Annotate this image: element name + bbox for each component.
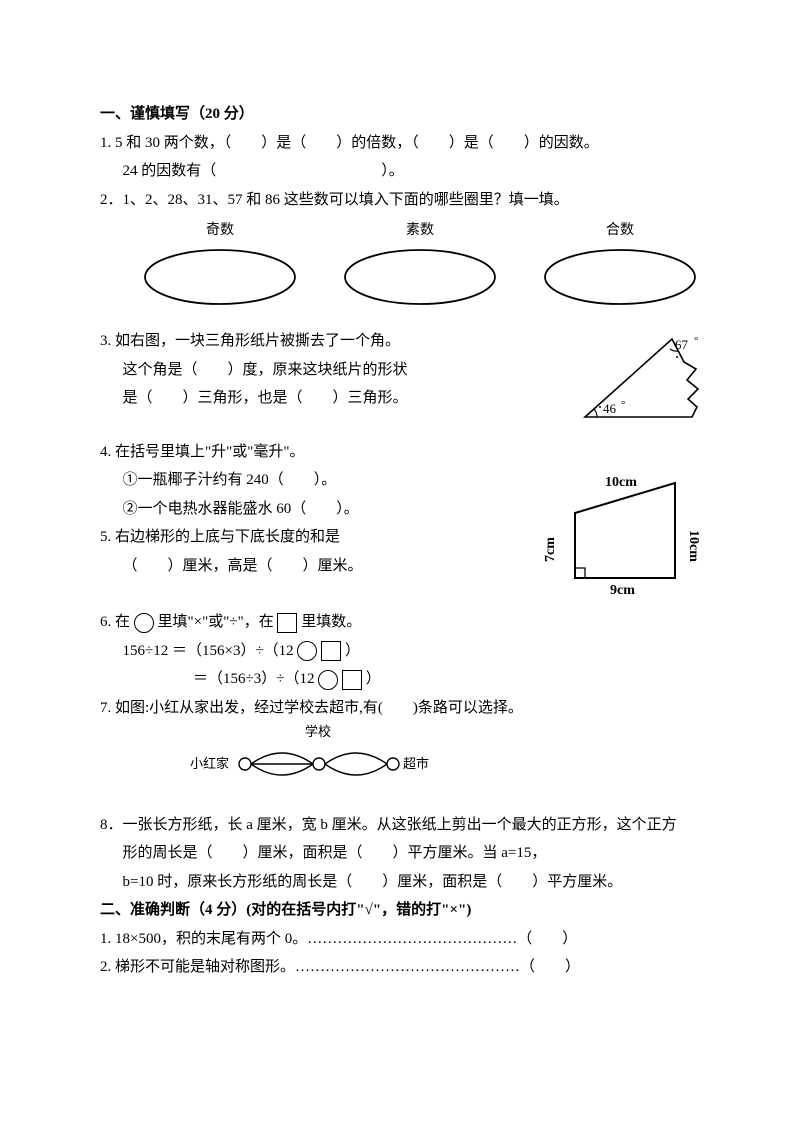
q4-l1: 在括号里填上"升"或"毫升"。 (111, 444, 304, 460)
trap-left: 7cm (543, 536, 558, 561)
q8-l1: 一张长方形纸，长 a 厘米，宽 b 厘米。从这张纸上剪出一个最大的正方形，这个正… (123, 817, 677, 833)
q6-l1a: 在 (111, 614, 134, 630)
s2q2-num: 2. (100, 959, 111, 975)
q8-line3: b=10 时，原来长方形纸的周长是（ ）厘米，面积是（ ）平方厘米。 (100, 868, 720, 897)
torn-triangle: 67 ° 46 ° (570, 327, 720, 427)
q1-line2: 24 的因数有（ ）。 (100, 157, 720, 186)
s2q2-paren: （ ） (520, 959, 580, 975)
label-school: 学校 (305, 724, 331, 739)
q3-figure: 67 ° 46 ° (570, 327, 720, 438)
label-market: 超市 (403, 756, 429, 771)
svg-text:°: ° (621, 399, 625, 411)
q8-num: 8． (100, 817, 123, 833)
q5-num: 5. (100, 529, 111, 545)
q2-line: 2．1、2、28、31、57 和 86 这些数可以填入下面的哪些圈里？填一填。 (100, 186, 720, 215)
s2-q1: 1. 18×500，积的末尾有两个 0。……………………………………（ ） (100, 925, 720, 954)
q4-num: 4. (100, 444, 111, 460)
q7-text: 如图:小红从家出发，经过学校去超市,有( )条路可以选择。 (111, 700, 523, 716)
circle-icon (318, 670, 338, 690)
square-icon (321, 641, 341, 661)
s2-q2: 2. 梯形不可能是轴对称图形。………………………………………（ ） (100, 953, 720, 982)
square-icon (277, 613, 297, 633)
q4-line3: ②一个电热水器能盛水 60（ ）。 (100, 495, 520, 524)
q3-row: 3. 如右图，一块三角形纸片被撕去了一个角。 这个角是（ ）度，原来这块纸片的形… (100, 327, 720, 438)
q7-num: 7. (100, 700, 111, 716)
q6-line2: 156÷12 ＝（156×3）÷（12 ） (100, 637, 720, 666)
q6-num: 6. (100, 614, 111, 630)
q1-line1: 1. 5 和 30 两个数，（ ）是（ ）的倍数，（ ）是（ ）的因数。 (100, 129, 720, 158)
q6-l2c: ） (341, 643, 360, 659)
oval-prime-group: 素数 (340, 218, 500, 317)
svg-text:°: ° (694, 335, 698, 347)
q1-num: 1. (100, 135, 111, 151)
q6-line3: ＝（156÷3）÷（12 ） (100, 665, 720, 694)
angle-46: 46 (603, 401, 617, 416)
q3-line1: 3. 如右图，一块三角形纸片被撕去了一个角。 (100, 327, 550, 356)
q7-line: 7. 如图:小红从家出发，经过学校去超市,有( )条路可以选择。 (100, 694, 720, 723)
trap-top: 10cm (605, 475, 637, 490)
q3-num: 3. (100, 333, 111, 349)
trap-right: 10cm (686, 530, 701, 562)
q2-text: 1、2、28、31、57 和 86 这些数可以填入下面的哪些圈里？填一填。 (123, 192, 569, 208)
q2-num: 2． (100, 192, 123, 208)
oval-composite-group: 合数 (540, 218, 700, 317)
trapezoid: 10cm 10cm 7cm 9cm (540, 468, 720, 598)
trap-bottom: 9cm (610, 583, 635, 598)
q4-line1: 4. 在括号里填上"升"或"毫升"。 (100, 438, 520, 467)
s2q1-paren: （ ） (517, 931, 577, 947)
oval-odd-group: 奇数 (140, 218, 300, 317)
q6-line1: 6. 在 里填"×"或"÷"，在 里填数。 (100, 608, 720, 637)
q8-line1: 8．一张长方形纸，长 a 厘米，宽 b 厘米。从这张纸上剪出一个最大的正方形，这… (100, 811, 720, 840)
q6-l2a: 156÷12 ＝（156×3）÷（12 (123, 643, 298, 659)
section-1-heading: 一、谨慎填写（20 分） (100, 100, 720, 129)
q1-text-a: 5 和 30 两个数，（ ）是（ ）的倍数，（ ）是（ ）的因数。 (111, 135, 599, 151)
oval-composite (540, 247, 700, 307)
q4-q5-row: 4. 在括号里填上"升"或"毫升"。 ①一瓶椰子汁约有 240（ ）。 ②一个电… (100, 438, 720, 609)
q5-l1: 右边梯形的上底与下底长度的和是 (111, 529, 340, 545)
angle-67: 67 (675, 337, 689, 352)
q6-l3c: ） (362, 671, 381, 687)
oval-prime (340, 247, 500, 307)
q8-line2: 形的周长是（ ）厘米，面积是（ ）平方厘米。当 a=15， (100, 839, 720, 868)
q4-line2: ①一瓶椰子汁约有 240（ ）。 (100, 466, 520, 495)
section-2-heading: 二、准确判断（4 分）(对的在括号内打"√"，错的打"×") (100, 896, 720, 925)
q7-diagram: 学校 小红家 超市 (190, 724, 720, 805)
path-svg: 学校 小红家 超市 (190, 724, 470, 794)
circle-icon (134, 613, 154, 633)
q5-figure: 10cm 10cm 7cm 9cm (540, 468, 720, 609)
q3-line3: 是（ ）三角形，也是（ ）三角形。 (100, 384, 550, 413)
oval-odd (140, 247, 300, 307)
s2q2-text: 梯形不可能是轴对称图形。……………………………………… (111, 959, 520, 975)
q5-line1: 5. 右边梯形的上底与下底长度的和是 (100, 523, 520, 552)
label-home: 小红家 (190, 756, 229, 771)
q3-l1: 如右图，一块三角形纸片被撕去了一个角。 (111, 333, 400, 349)
q6-l1c: 里填数。 (297, 614, 361, 630)
q6-l1b: 里填"×"或"÷"，在 (154, 614, 278, 630)
q3-line2: 这个角是（ ）度，原来这块纸片的形状 (100, 356, 550, 385)
q5-line2: （ ）厘米，高是（ ）厘米。 (100, 552, 520, 581)
circle-icon (297, 641, 317, 661)
label-prime: 素数 (340, 218, 500, 245)
s2q1-text: 18×500，积的末尾有两个 0。…………………………………… (111, 931, 517, 947)
s2q1-num: 1. (100, 931, 111, 947)
q2-ovals: 奇数 素数 合数 (140, 218, 720, 317)
label-composite: 合数 (540, 218, 700, 245)
label-odd: 奇数 (140, 218, 300, 245)
q6-l3a: ＝（156÷3）÷（12 (193, 671, 318, 687)
square-icon (342, 670, 362, 690)
